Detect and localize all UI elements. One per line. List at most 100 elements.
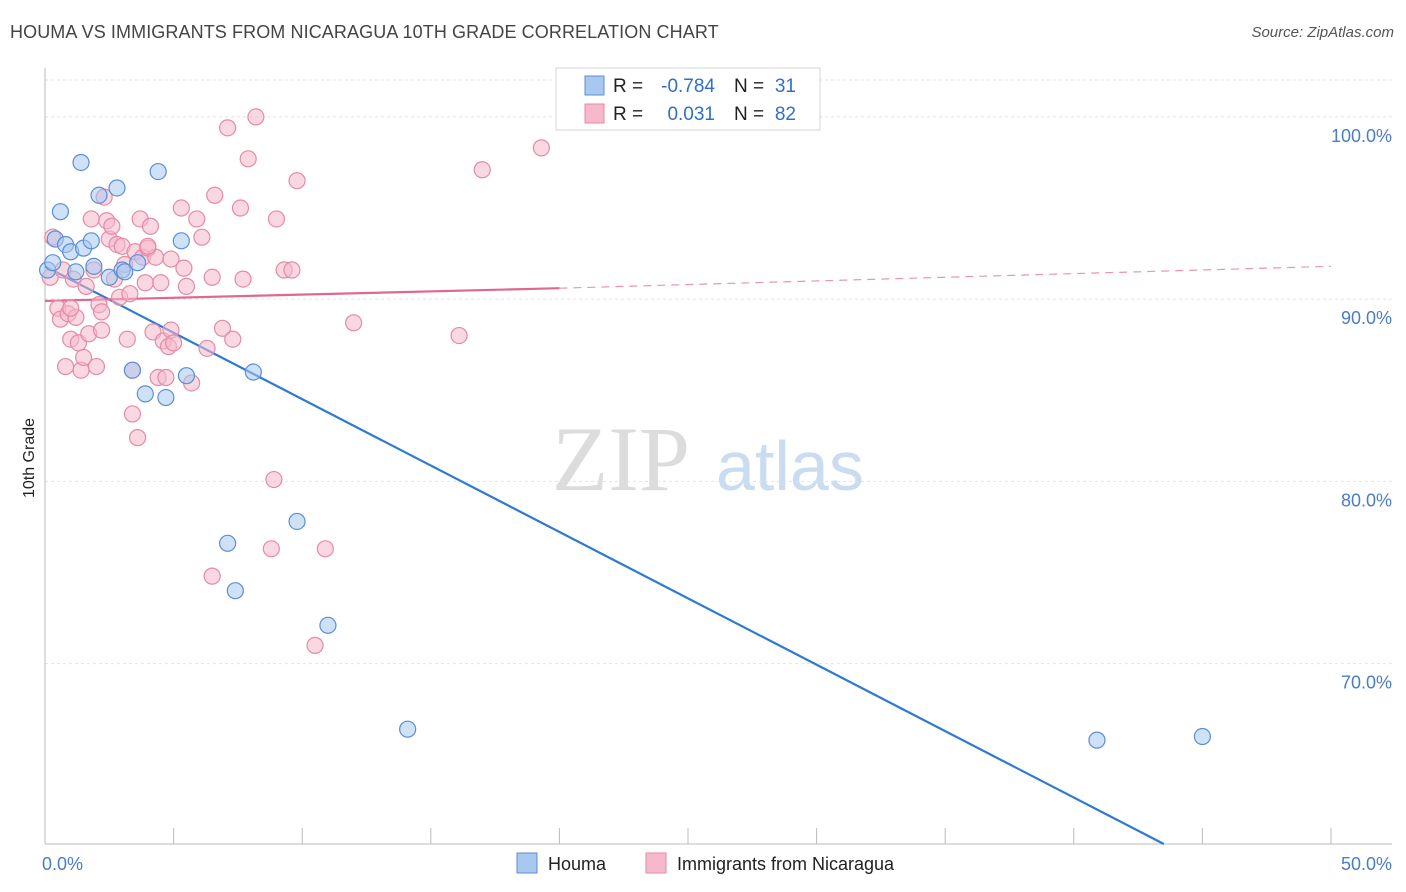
houma-point	[288, 512, 306, 531]
x-tick-label: 0.0%	[42, 854, 83, 874]
legend-nicaragua-r-label: R =	[613, 104, 643, 125]
houma-point	[128, 254, 147, 272]
houma-point	[226, 582, 244, 600]
nicaragua-point	[139, 237, 157, 255]
nicaragua-point	[74, 348, 93, 367]
houma-point	[51, 203, 70, 221]
nicaragua-point	[172, 199, 190, 217]
y-tick-label: 70.0%	[1341, 673, 1392, 693]
y-axis-label: 10th Grade	[21, 418, 38, 498]
data-points	[38, 108, 1212, 749]
legend-bottom-nicaragua-label: Immigrants from Nicaragua	[677, 854, 895, 874]
houma-point	[219, 534, 237, 552]
nicaragua-point	[121, 285, 139, 303]
nicaragua-point	[92, 303, 111, 321]
nicaragua-point	[219, 119, 237, 137]
nicaragua-trend-extension	[559, 265, 1332, 289]
houma-point	[399, 720, 417, 738]
nicaragua-point	[239, 150, 257, 168]
nicaragua-point	[157, 368, 175, 387]
legend-nicaragua-n-value: 82	[775, 104, 796, 125]
legend-bottom-nicaragua-swatch	[645, 852, 667, 874]
legend-houma-n-value: 31	[775, 76, 796, 97]
nicaragua-point	[193, 228, 211, 246]
houma-point	[82, 232, 100, 250]
axes: 70.0% 80.0% 90.0% 100.0% 0.0% 50.0%	[42, 68, 1392, 874]
y-tick-label: 80.0%	[1341, 490, 1392, 510]
legend-stats: R = -0.784 N = 31 R = 0.031 N = 82	[555, 67, 821, 131]
source-label: Source: ZipAtlas.com	[1251, 24, 1394, 41]
houma-point	[72, 153, 90, 172]
legend-series: Houma Immigrants from Nicaragua	[516, 852, 895, 874]
y-tick-label: 100.0%	[1331, 126, 1392, 146]
nicaragua-point	[267, 210, 286, 228]
nicaragua-point	[92, 321, 111, 339]
nicaragua-point	[224, 330, 242, 348]
nicaragua-point	[206, 186, 224, 204]
nicaragua-point	[77, 277, 95, 295]
houma-point	[157, 388, 175, 407]
houma-point	[44, 254, 62, 272]
legend-bottom-houma-swatch	[516, 852, 538, 874]
trend-lines	[44, 265, 1332, 845]
nicaragua-point	[316, 540, 334, 558]
houma-point	[123, 361, 142, 379]
nicaragua-point	[473, 161, 491, 179]
nicaragua-point	[103, 217, 121, 235]
watermark-atlas: atlas	[716, 427, 864, 505]
houma-point	[67, 263, 85, 281]
houma-point	[319, 616, 337, 634]
nicaragua-point	[188, 210, 206, 228]
nicaragua-point	[118, 330, 136, 348]
nicaragua-point	[306, 636, 324, 654]
nicaragua-point	[198, 339, 216, 357]
nicaragua-point	[177, 277, 196, 295]
houma-point	[108, 179, 126, 197]
legend-nicaragua-r-value: 0.031	[667, 104, 715, 125]
nicaragua-point	[203, 567, 221, 585]
nicaragua-point	[136, 274, 154, 292]
nicaragua-point	[283, 261, 301, 279]
houma-point	[85, 257, 103, 275]
nicaragua-point	[345, 314, 363, 332]
legend-houma-r-value: -0.784	[661, 76, 715, 97]
nicaragua-point	[288, 172, 306, 190]
legend-houma-n-label: N =	[734, 76, 764, 97]
watermark: ZIP atlas	[552, 408, 864, 510]
houma-point	[149, 162, 167, 181]
nicaragua-point	[213, 319, 232, 337]
y-axis-label-group: 10th Grade	[21, 418, 38, 498]
legend-houma-r-label: R =	[613, 76, 643, 97]
nicaragua-point	[87, 357, 106, 376]
houma-point	[90, 186, 108, 204]
x-tick-label: 50.0%	[1341, 854, 1392, 874]
houma-trend-line	[44, 265, 1165, 845]
nicaragua-point	[231, 199, 250, 217]
houma-point	[1193, 727, 1212, 746]
nicaragua-point	[123, 405, 142, 423]
houma-point	[172, 232, 190, 250]
nicaragua-point	[532, 139, 550, 157]
legend-houma-swatch	[584, 75, 605, 96]
nicaragua-point	[56, 357, 75, 376]
y-tick-label: 90.0%	[1341, 308, 1392, 328]
chart-title: HOUMA VS IMMIGRANTS FROM NICARAGUA 10TH …	[10, 22, 719, 42]
houma-point	[100, 268, 118, 286]
legend-nicaragua-swatch	[584, 103, 605, 124]
nicaragua-point	[262, 540, 280, 558]
nicaragua-point	[175, 259, 193, 277]
nicaragua-point	[62, 299, 80, 317]
nicaragua-point	[234, 270, 252, 288]
nicaragua-point	[128, 429, 147, 447]
nicaragua-point	[152, 274, 170, 292]
houma-point	[116, 263, 134, 281]
houma-point	[244, 363, 262, 381]
watermark-zip: ZIP	[552, 408, 690, 510]
nicaragua-point	[162, 250, 180, 268]
nicaragua-point	[450, 326, 468, 345]
nicaragua-point	[265, 470, 283, 489]
nicaragua-point	[165, 334, 183, 352]
nicaragua-point	[247, 108, 265, 126]
nicaragua-point	[141, 217, 160, 235]
legend-nicaragua-n-label: N =	[734, 104, 764, 125]
